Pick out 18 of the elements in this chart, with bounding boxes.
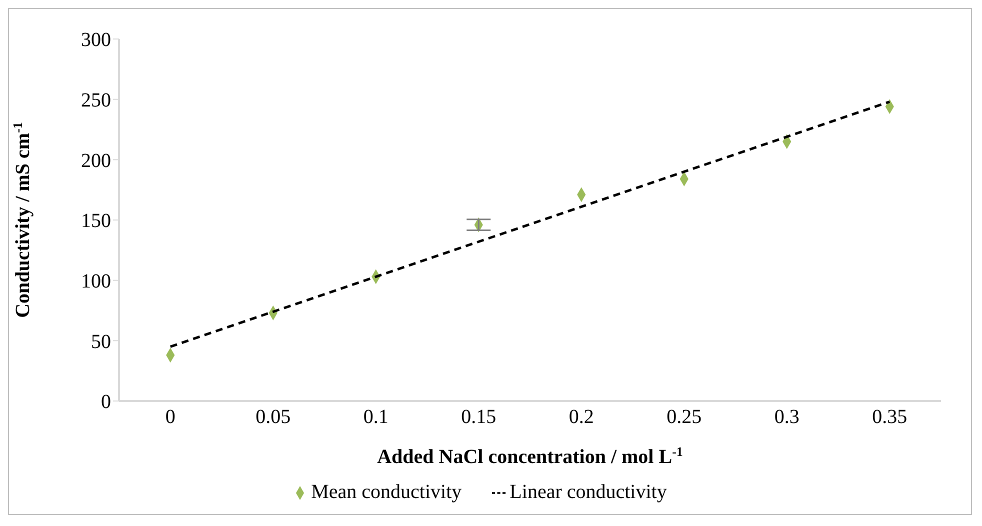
y-tick-label: 200 (81, 150, 111, 172)
legend-label: Mean conductivity (311, 481, 462, 503)
y-tick-label: 250 (81, 89, 111, 112)
y-tick-label: 0 (101, 391, 111, 414)
legend-label: Linear conductivity (510, 481, 667, 503)
x-tick-label: 0.3 (774, 406, 800, 428)
x-axis-title: Added NaCl concentration / mol L$^{-1}$ (377, 444, 683, 468)
x-tick-label: 0 (165, 406, 176, 428)
y-tick-label: 100 (81, 270, 111, 292)
x-tick-label: 0.05 (256, 406, 291, 428)
y-tick-label: 300 (81, 29, 111, 52)
x-tick-label: 0.2 (568, 406, 594, 428)
x-tick-label: 0.35 (872, 406, 908, 428)
x-tick-label: 0.1 (363, 406, 388, 428)
x-tick-label: 0.25 (666, 406, 702, 428)
y-tick-label: 50 (91, 330, 111, 353)
x-tick-label: 0.15 (461, 406, 496, 428)
y-tick-label: 150 (81, 210, 111, 232)
